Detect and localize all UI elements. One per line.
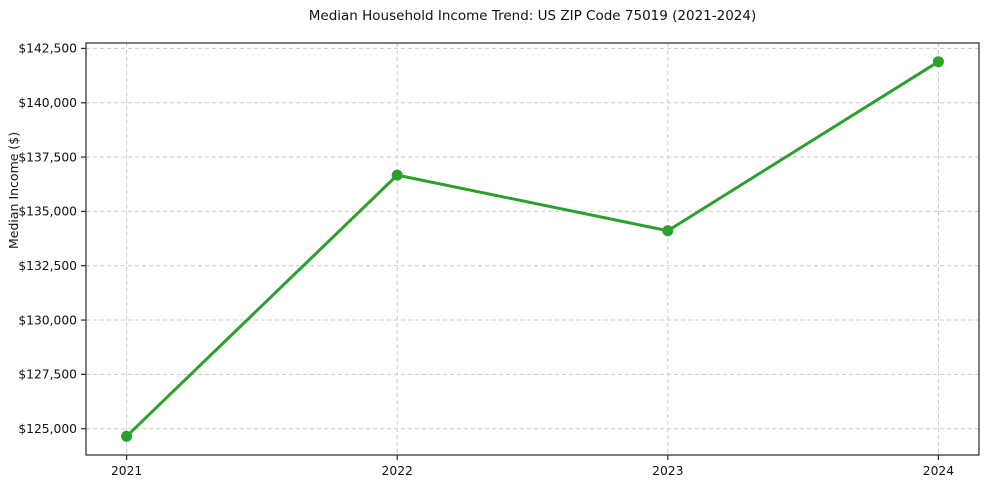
y-tick-label: $132,500	[18, 259, 77, 273]
chart-title: Median Household Income Trend: US ZIP Co…	[308, 8, 757, 24]
y-tick-label: $125,000	[18, 422, 77, 436]
data-point	[662, 225, 674, 237]
data-point	[932, 56, 944, 68]
x-tick-label: 2021	[111, 464, 142, 478]
y-tick-label: $140,000	[18, 96, 77, 110]
x-tick-label: 2024	[923, 464, 954, 478]
x-tick-label: 2022	[382, 464, 413, 478]
data-point	[391, 169, 403, 181]
y-tick-label: $142,500	[18, 42, 77, 56]
y-tick-label: $130,000	[18, 313, 77, 327]
y-tick-label: $135,000	[18, 205, 77, 219]
trend-line	[125, 60, 940, 438]
y-tick-label: $127,500	[18, 368, 77, 382]
data-point	[121, 430, 133, 442]
y-tick-label: $137,500	[18, 150, 77, 164]
x-tick-label: 2023	[652, 464, 683, 478]
plot-frame	[85, 42, 980, 456]
